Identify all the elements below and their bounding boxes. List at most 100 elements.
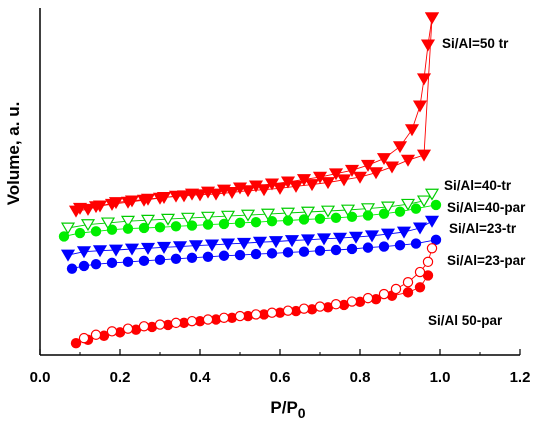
series-1-adsorption-point [120, 215, 136, 228]
series-4-adsorption-point [154, 254, 166, 266]
series-0-adsorption-point [416, 149, 432, 162]
series-1-adsorption-point [100, 217, 116, 230]
series-5-desorption-point [234, 310, 246, 322]
series-0-adsorption-point [384, 161, 400, 174]
series-4-adsorption-point [362, 242, 374, 253]
series-1-adsorption-point [280, 207, 296, 220]
series-1-adsorption-point [400, 198, 416, 211]
series-layer [58, 12, 442, 349]
series-4-adsorption-point [266, 248, 278, 259]
series-3-adsorption-point [204, 239, 220, 252]
series-5-desorption-point [330, 299, 342, 310]
series-3-adsorption-point [108, 244, 124, 257]
series-0-desorption-point [264, 178, 280, 191]
series-5-desorption-point [266, 307, 278, 318]
series-2-adsorption-point [218, 218, 230, 230]
series-3-adsorption-point [396, 226, 412, 239]
series-5-desorption-point [250, 309, 262, 320]
series-1-adsorption-point [220, 210, 236, 223]
series-4-adsorption-point [138, 255, 150, 267]
series-1-adsorption-point [160, 213, 176, 226]
series-3-adsorption-point [220, 238, 236, 251]
series-4-adsorption-point [122, 256, 134, 268]
series-4-adsorption-point [346, 243, 358, 255]
series-4-adsorption-point [394, 240, 406, 251]
series-4-adsorption-point [314, 245, 326, 256]
series-5-desorption-point [362, 292, 374, 304]
series-0-desorption-point [72, 202, 88, 215]
series-4-adsorption-point [410, 238, 422, 249]
series-5-desorption-point [298, 303, 310, 314]
series-0-desorption-point [420, 39, 436, 52]
series-2-adsorption-point [122, 223, 134, 234]
series-5-desorption-point [202, 314, 214, 325]
series-2-adsorption-point [234, 217, 246, 229]
series-0-desorption-point [168, 190, 184, 203]
x-tick-label: 1.2 [510, 369, 531, 386]
series-5 [70, 243, 438, 349]
series-1-adsorption-point [180, 212, 196, 225]
series-4-adsorption-point [430, 234, 442, 246]
series-1 [60, 188, 440, 235]
series-0-desorption-point [184, 188, 200, 201]
y-axis-title: Volume, a. u. [4, 102, 23, 206]
series-0-desorption-point [360, 159, 376, 172]
series-5-desorption-point [90, 329, 102, 340]
series-0-adsorption-point [288, 180, 304, 193]
series-2-adsorption-point [394, 206, 406, 217]
series-4-adsorption-point [298, 246, 310, 257]
series-3-adsorption-point [316, 233, 332, 246]
series-3-adsorption-point [424, 215, 440, 228]
series-3-adsorption-point [332, 232, 348, 245]
series-0-adsorption-point [208, 188, 224, 201]
series-3-adsorption-point [268, 236, 284, 249]
series-4-adsorption-point [234, 249, 246, 261]
series-0-adsorption-point [224, 186, 240, 199]
series-0 [68, 12, 440, 218]
series-1-adsorption-point [300, 206, 316, 219]
series-2 [58, 199, 442, 242]
series-0-adsorption-point [400, 154, 416, 167]
series-label-3: Si/Al=23-tr [449, 221, 517, 236]
x-axis-title: P/P0 [270, 398, 305, 421]
series-2-adsorption-point [202, 219, 214, 230]
series-0-desorption-point [416, 73, 432, 86]
series-5-desorption-point [414, 266, 426, 278]
series-5-adsorption-point [70, 338, 82, 349]
series-3-adsorption-point [172, 241, 188, 254]
series-2-adsorption-point [378, 208, 390, 219]
x-tick-label: 0.8 [350, 369, 371, 386]
series-3-adsorption-point [252, 236, 268, 249]
series-5-desorption-point [186, 315, 198, 327]
series-2-adsorption-point [266, 215, 278, 227]
series-1-adsorption-point [320, 205, 336, 218]
series-5-desorption-point [138, 321, 150, 332]
x-tick-label: 0.6 [270, 369, 291, 386]
series-0-desorption-point [328, 168, 344, 181]
series-3-adsorption-point [412, 222, 428, 235]
series-1-adsorption-point [424, 188, 440, 201]
series-0-desorption-point [424, 12, 440, 25]
series-5-desorption-point [378, 288, 390, 300]
series-3-adsorption-point [236, 237, 252, 250]
series-3-adsorption-point [380, 228, 396, 241]
series-0-desorption-point [232, 182, 248, 195]
series-2-adsorption-point [186, 220, 198, 231]
series-1-adsorption-point [340, 204, 356, 217]
series-0-desorption-point [280, 176, 296, 189]
series-4-adsorption-point [330, 244, 342, 256]
series-3 [60, 215, 440, 262]
series-2-adsorption-point [90, 226, 102, 237]
series-0-adsorption-point [256, 184, 272, 197]
series-label-2: Si/Al=40-par [447, 200, 526, 215]
series-3-adsorption-point [140, 242, 156, 255]
series-0-desorption-point [152, 192, 168, 205]
x-tick-label: 0.4 [190, 369, 212, 386]
series-0-adsorption-point [272, 182, 288, 195]
series-2-adsorption-point [298, 214, 310, 225]
series-3-adsorption-point [348, 231, 364, 244]
series-label-5: Si/Al 50-par [428, 313, 503, 328]
series-2-adsorption-point [74, 227, 86, 239]
series-5-desorption-point [154, 319, 166, 330]
